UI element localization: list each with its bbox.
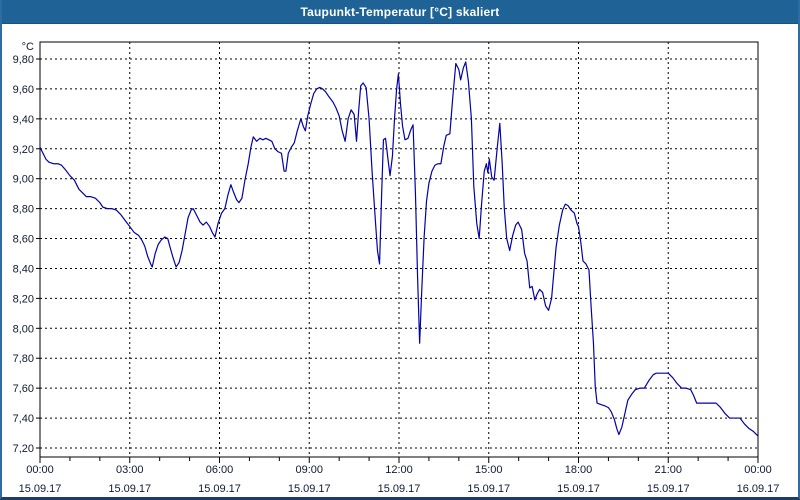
x-tick-time-label: 21:00 bbox=[654, 464, 682, 476]
x-tick-date-label: 15.09.17 bbox=[647, 483, 690, 495]
y-tick-label: 7,40 bbox=[13, 413, 34, 425]
y-tick-label: 9,20 bbox=[13, 144, 34, 156]
plot-border bbox=[39, 41, 759, 458]
plot-background bbox=[40, 42, 758, 457]
x-tick-date-label: 15.09.17 bbox=[108, 483, 151, 495]
x-tick-date-label: 15.09.17 bbox=[198, 483, 241, 495]
y-tick-label: 9,40 bbox=[13, 114, 34, 126]
y-tick-label: 9,80 bbox=[13, 54, 34, 66]
x-tick-time-label: 12:00 bbox=[385, 464, 413, 476]
x-tick-time-label: 06:00 bbox=[206, 464, 234, 476]
chart-area: 9,80 9,60 9,40 9,20 9,00 8,80 8,60 8,40 8,20 8,00… bbox=[2, 24, 798, 497]
x-tick-time-label: 03:00 bbox=[116, 464, 144, 476]
x-tick-date-label: 15.09.17 bbox=[19, 483, 62, 495]
x-tick-time-label: 00:00 bbox=[26, 464, 54, 476]
y-tick-label: 8,40 bbox=[13, 263, 34, 275]
x-tick-date-label: 15.09.17 bbox=[557, 483, 600, 495]
temperature-line bbox=[39, 61, 759, 437]
x-tick-date-label: 15.09.17 bbox=[288, 483, 331, 495]
y-tick-label: 8,00 bbox=[13, 323, 34, 335]
y-tick-label: 7,20 bbox=[13, 443, 34, 455]
y-tick-label: 8,20 bbox=[13, 293, 34, 305]
y-tick-label: 9,00 bbox=[13, 174, 34, 186]
window-titlebar: Taupunkt-Temperatur [°C] skaliert bbox=[2, 0, 798, 24]
y-tick-label: 7,60 bbox=[13, 383, 34, 395]
x-tick-time-label: 18:00 bbox=[565, 464, 593, 476]
x-tick-date-label: 15.09.17 bbox=[467, 483, 510, 495]
chart-canvas: 9,80 9,60 9,40 9,20 9,00 8,80 8,60 8,40 8,20 8,00… bbox=[13, 41, 780, 495]
y-tick-label: 7,80 bbox=[13, 353, 34, 365]
x-tick-date-label: 16.09.17 bbox=[737, 483, 780, 495]
x-tick-time-label: 00:00 bbox=[744, 464, 772, 476]
y-tick-label: 9,60 bbox=[13, 84, 34, 96]
x-tick-time-label: 15:00 bbox=[475, 464, 503, 476]
y-tick-label: 8,60 bbox=[13, 234, 34, 246]
x-tick-time-label: 09:00 bbox=[295, 464, 323, 476]
y-axis-unit-label: °C bbox=[22, 41, 34, 53]
y-tick-label: 8,80 bbox=[13, 204, 34, 216]
x-tick-date-label: 15.09.17 bbox=[378, 483, 421, 495]
window-title: Taupunkt-Temperatur [°C] skaliert bbox=[300, 4, 500, 19]
